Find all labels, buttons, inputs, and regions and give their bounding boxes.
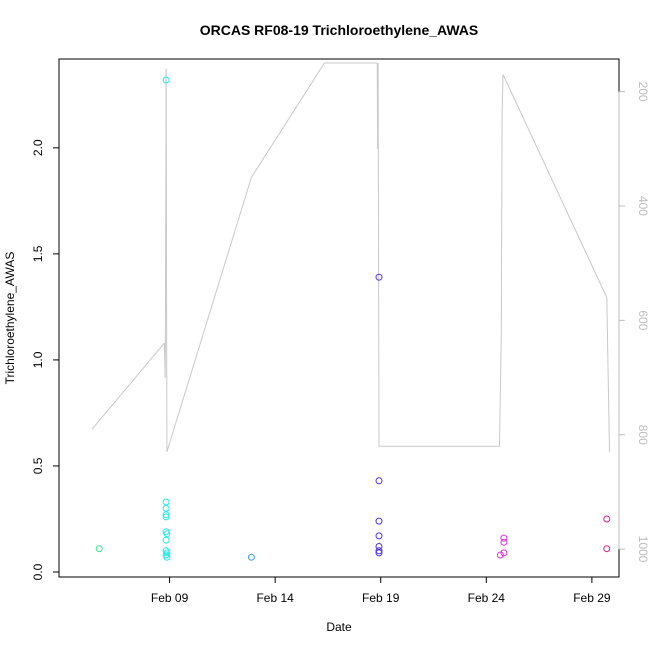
data-point [375,532,383,540]
data-point [500,549,508,557]
y2-tick-label: 400 [636,196,650,216]
secondary-line-layer [91,62,610,453]
y-axis-left: 0.0 0.5 1.0 1.5 2.0 [31,139,60,580]
data-point [95,545,103,553]
x-tick-label: Feb 14 [256,591,294,605]
data-points-layer [95,76,611,561]
data-point [603,515,611,523]
y-axis-right: 200 400 600 800 1000 [618,82,650,563]
x-tick-label: Feb 24 [468,591,506,605]
y-tick-label: 1.5 [31,245,45,262]
plot-frame [58,58,620,578]
data-point [500,534,508,542]
data-point [163,553,171,561]
secondary-line-segment [501,74,504,115]
y-tick-label: 2.0 [31,139,45,156]
secondary-line-segment [502,74,608,298]
chart-title: ORCAS RF08-19 Trichloroethylene_AWAS [200,22,479,38]
secondary-line-segment [377,62,380,447]
secondary-line-segment [606,297,610,452]
data-point [375,549,383,557]
data-point [375,477,383,485]
secondary-line-segment [500,114,503,332]
secondary-line-segment [250,62,325,178]
data-point [162,76,170,84]
y2-tick-label: 1000 [636,536,650,563]
data-point [162,511,170,519]
y-tick-label: 0.0 [31,563,45,580]
data-point [375,547,383,555]
data-point [163,530,171,538]
secondary-line-segment [166,177,252,453]
data-point [247,553,255,561]
secondary-line-segment [499,331,502,447]
x-tick-label: Feb 29 [573,591,611,605]
x-tick-label: Feb 09 [151,591,189,605]
y2-tick-label: 800 [636,425,650,445]
x-axis: Feb 09 Feb 14 Feb 19 Feb 24 Feb 29 [151,576,611,605]
y-tick-label: 1.0 [31,351,45,368]
y-tick-label: 0.5 [31,457,45,474]
data-point [496,551,504,559]
y2-tick-label: 200 [636,82,650,102]
data-point [375,517,383,525]
x-tick-label: Feb 19 [362,591,400,605]
secondary-line-segment [91,342,165,430]
data-point [162,513,170,521]
y-axis-label: Trichloroethylene_AWAS [3,252,17,385]
y2-tick-label: 600 [636,310,650,330]
data-point [603,545,611,553]
secondary-line-segment [165,68,168,452]
x-axis-label: Date [326,620,352,634]
data-point [162,498,170,506]
data-point [162,536,170,544]
data-point [500,538,508,546]
data-point [162,504,170,512]
data-point [375,273,383,281]
